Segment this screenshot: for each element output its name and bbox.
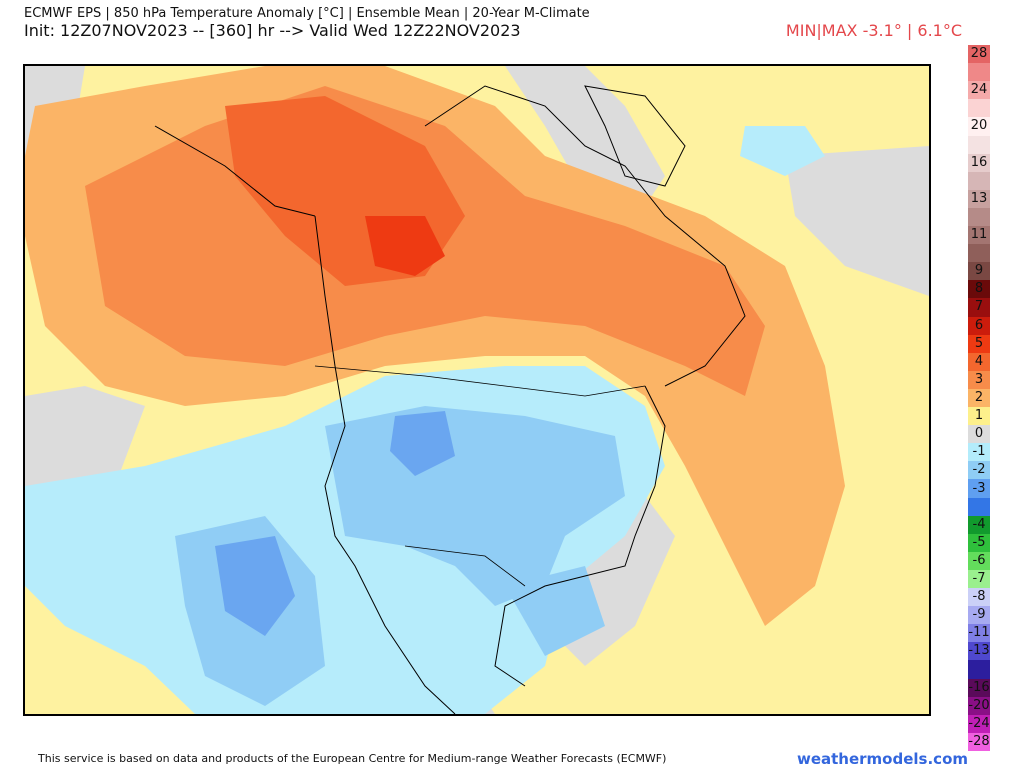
- legend-swatch: [968, 551, 990, 571]
- legend-swatch: [968, 606, 990, 625]
- legend-label: 6: [974, 317, 984, 333]
- legend-swatch: [968, 678, 990, 698]
- legend-label: 3: [974, 371, 984, 387]
- legend-swatch: [968, 370, 990, 390]
- legend-swatch: [968, 316, 990, 336]
- legend-label: -24: [968, 715, 990, 731]
- legend-label: -3: [972, 480, 986, 496]
- anomaly-map[interactable]: [23, 64, 931, 716]
- legend-swatch: [968, 298, 990, 318]
- legend-label: 20: [970, 118, 988, 134]
- map-canvas: [25, 66, 929, 714]
- legend-swatch: [968, 99, 990, 118]
- legend-label: -7: [972, 571, 986, 587]
- legend-label: -20: [968, 697, 990, 713]
- legend-label: 24: [970, 82, 988, 98]
- legend-swatch: [968, 262, 990, 281]
- legend-swatch: [968, 443, 990, 462]
- legend-label: -1: [972, 444, 986, 460]
- legend-swatch: [968, 497, 990, 517]
- legend-swatch: [968, 388, 990, 408]
- legend-swatch: [968, 153, 990, 173]
- legend-swatch: [968, 63, 990, 82]
- legend-swatch: [968, 660, 990, 680]
- legend-label: -16: [968, 679, 990, 695]
- legend-swatch: [968, 732, 990, 752]
- legend-label: -9: [972, 607, 986, 623]
- west-coastline: [314, 215, 456, 714]
- ecmwf-credit: This service is based on data and produc…: [38, 752, 667, 765]
- legend-swatch: [968, 569, 990, 589]
- legend-swatch: [968, 624, 990, 643]
- legend-label: -11: [968, 625, 990, 641]
- legend-label: -6: [972, 552, 986, 568]
- legend-swatch: [968, 407, 990, 426]
- legend-label: 4: [974, 353, 984, 369]
- legend-swatch: [968, 533, 990, 553]
- legend-label: 13: [970, 190, 988, 206]
- legend-swatch: [968, 226, 990, 245]
- legend-label: 16: [970, 154, 988, 170]
- us-canada-border: [314, 365, 646, 397]
- legend-swatch: [968, 515, 990, 535]
- legend-swatch: [968, 45, 990, 64]
- legend-label: 8: [974, 281, 984, 297]
- legend-swatch: [968, 189, 990, 209]
- legend-swatch: [968, 714, 990, 734]
- cold-anomaly-3: [215, 536, 295, 636]
- cold-anomaly-2: [505, 566, 605, 656]
- legend-swatch: [968, 588, 990, 607]
- legend-label: 11: [970, 227, 988, 243]
- legend-label: 5: [974, 335, 984, 351]
- legend-swatch: [968, 642, 990, 661]
- legend-swatch: [968, 171, 990, 191]
- legend-label: -8: [972, 589, 986, 605]
- legend-swatch: [968, 461, 990, 480]
- min-max-readout: MIN|MAX -3.1° | 6.1°C: [785, 21, 962, 40]
- legend-label: -4: [972, 516, 986, 532]
- legend-swatch: [968, 479, 990, 499]
- init-valid-line: Init: 12Z07NOV2023 -- [360] hr --> Valid…: [24, 21, 521, 40]
- legend-swatch: [968, 352, 990, 372]
- brand-link[interactable]: weathermodels.com: [796, 750, 968, 768]
- legend-label: 1: [974, 408, 984, 424]
- chart-title: ECMWF EPS | 850 hPa Temperature Anomaly …: [24, 6, 590, 21]
- neutral-area: [785, 146, 929, 296]
- legend-swatch: [968, 207, 990, 227]
- greenland-coastline: [584, 85, 686, 187]
- legend-swatch: [968, 280, 990, 299]
- legend-label: -2: [972, 462, 986, 478]
- legend-swatch: [968, 244, 990, 263]
- us-mexico-border: [404, 545, 526, 587]
- legend-label: -5: [972, 534, 986, 550]
- legend-label: 9: [974, 263, 984, 279]
- legend-label: 2: [974, 390, 984, 405]
- legend-swatch: [968, 117, 990, 136]
- warm-anomaly-5: [365, 216, 445, 276]
- east-coastline: [494, 385, 666, 687]
- arctic-coastline: [424, 85, 746, 387]
- legend-label: 0: [974, 426, 984, 442]
- cold-anomaly-1: [740, 126, 825, 176]
- alaska-coastline: [154, 125, 316, 217]
- legend-swatch: [968, 81, 990, 100]
- legend-swatch: [968, 135, 990, 155]
- neutral-area: [505, 66, 665, 206]
- legend-swatch: [968, 334, 990, 354]
- legend-label: -28: [968, 733, 990, 749]
- cold-anomaly-3: [390, 411, 455, 476]
- legend-label: -13: [968, 643, 990, 659]
- legend-swatch: [968, 696, 990, 716]
- legend-swatch: [968, 425, 990, 444]
- legend-label: 28: [970, 46, 988, 62]
- legend-label: 7: [974, 299, 984, 315]
